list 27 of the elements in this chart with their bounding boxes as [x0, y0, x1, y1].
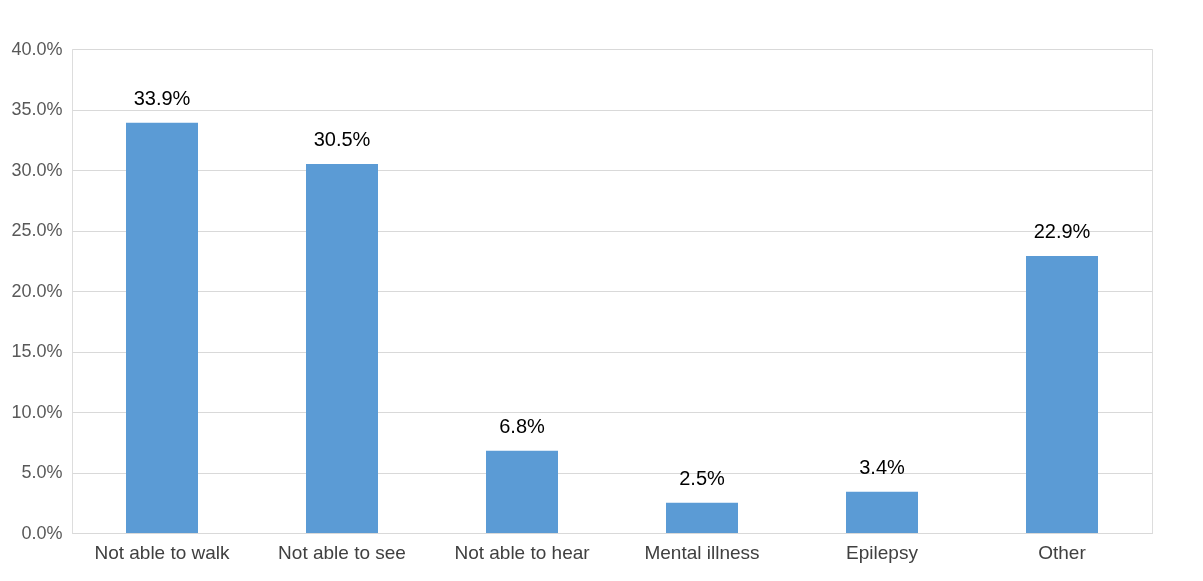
- y-tick-label: 35.0%: [11, 99, 63, 119]
- x-tick-label: Epilepsy: [846, 541, 919, 563]
- y-tick-label: 15.0%: [11, 341, 63, 361]
- bar: [846, 491, 918, 533]
- bar: [306, 163, 378, 533]
- y-tick-label: 25.0%: [11, 220, 63, 240]
- bar: [486, 450, 558, 533]
- x-tick-label: Not able to hear: [454, 541, 591, 563]
- data-label: 22.9%: [1033, 219, 1091, 242]
- data-label: 2.5%: [679, 466, 726, 489]
- y-tick-label: 0.0%: [21, 522, 63, 543]
- x-tick-label: Mental illness: [644, 541, 760, 563]
- data-label: 6.8%: [499, 414, 546, 437]
- y-tick-label: 10.0%: [11, 401, 63, 422]
- y-tick-label: 20.0%: [11, 280, 63, 301]
- y-tick-label: 30.0%: [11, 159, 63, 180]
- y-tick-label: 40.0%: [11, 38, 63, 59]
- data-label: 3.4%: [859, 455, 906, 478]
- bar: [126, 122, 198, 533]
- x-tick-label: Other: [1038, 541, 1087, 563]
- bar: [1026, 255, 1098, 533]
- x-tick-label: Not able to see: [278, 541, 406, 563]
- y-tick-label: 5.0%: [21, 462, 63, 482]
- x-tick-label: Not able to walk: [94, 541, 231, 563]
- data-label: 30.5%: [313, 127, 371, 150]
- data-label: 33.9%: [133, 86, 191, 109]
- bar: [666, 502, 738, 533]
